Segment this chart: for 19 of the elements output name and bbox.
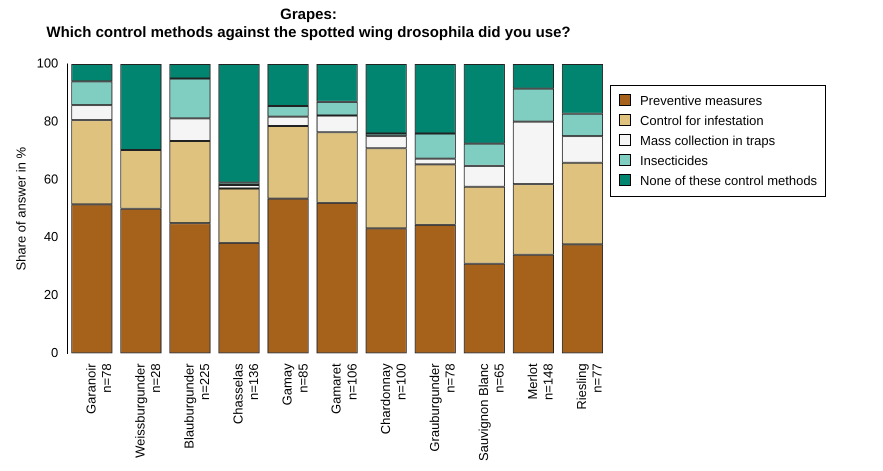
legend-label: None of these control methods	[640, 172, 818, 188]
y-axis-title: Share of answer in %	[13, 146, 28, 271]
y-tick-label: 20	[44, 287, 58, 302]
legend-label: Preventive measures	[640, 92, 762, 108]
y-tick-label: 0	[51, 345, 58, 360]
x-tick-label: Grauburgunder n=78	[426, 362, 458, 452]
legend-label: Mass collection in traps	[640, 132, 776, 148]
x-tick-label: Gamay n=85	[280, 362, 310, 406]
y-tick-label: 40	[44, 229, 58, 244]
x-tick-label: Riesling n=77	[574, 363, 605, 410]
legend-label: Insecticides	[640, 152, 708, 168]
chart-title: Grapes: Which control methods against the spotted wing drosophila did you use?	[46, 6, 571, 42]
y-tick-label: 100	[36, 56, 58, 71]
legend-label: Control for infestation	[640, 112, 764, 128]
x-tick-label: Sauvignon Blanc n=65	[476, 362, 507, 462]
y-tick-label: 60	[44, 171, 58, 186]
x-tick-label: Garanoir n=78	[83, 362, 114, 414]
y-tick-label: 80	[44, 113, 58, 128]
x-tick-label: Weissburgunder n=28	[132, 362, 164, 458]
